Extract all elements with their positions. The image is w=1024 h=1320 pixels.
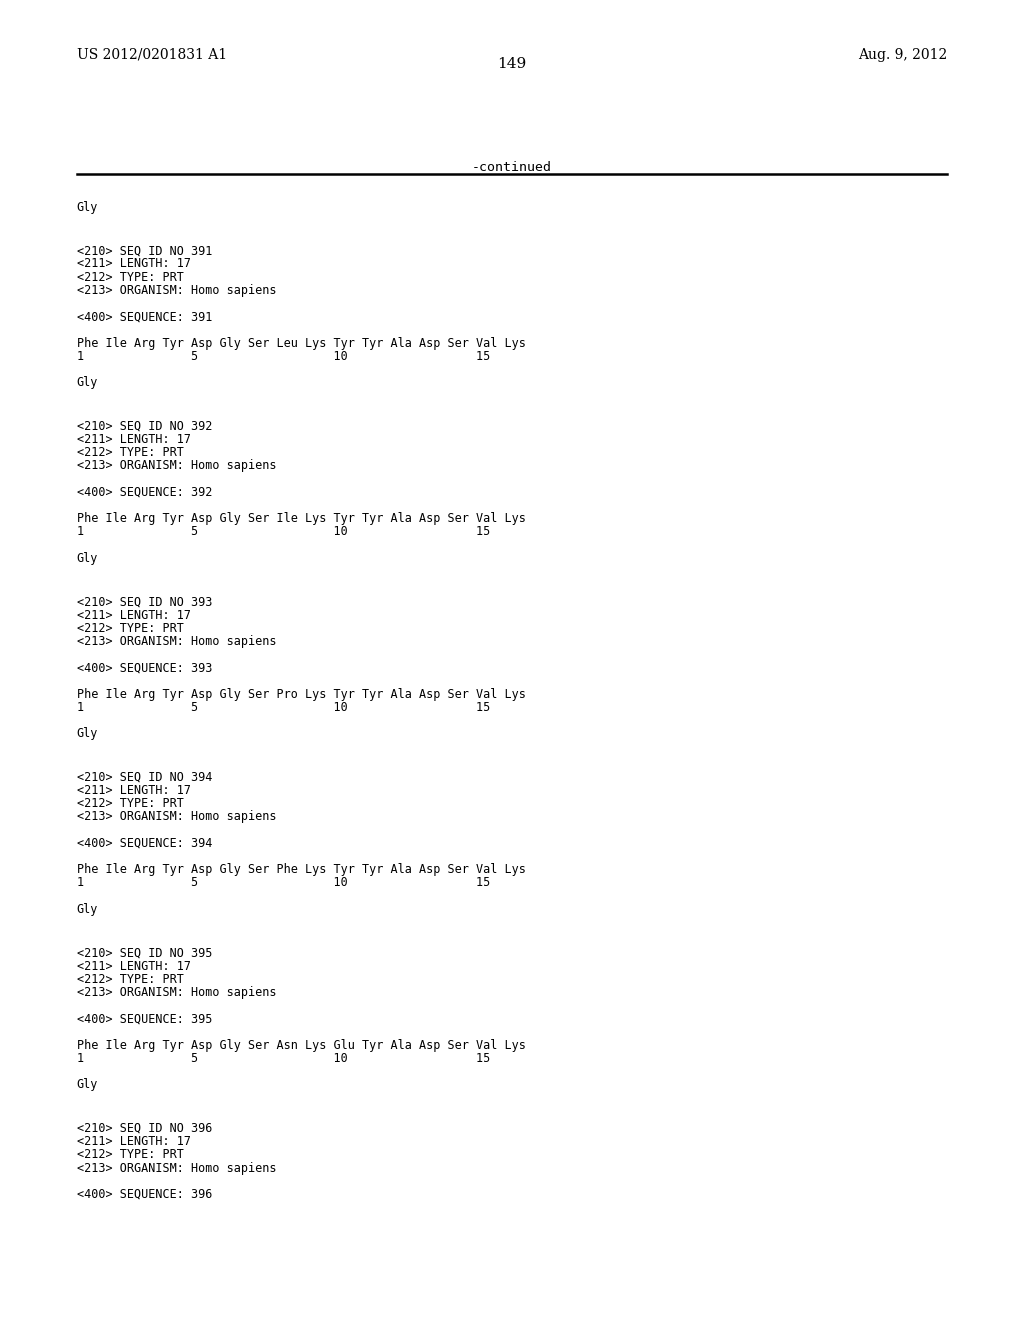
Text: <400> SEQUENCE: 395: <400> SEQUENCE: 395 [77, 1012, 212, 1026]
Text: <212> TYPE: PRT: <212> TYPE: PRT [77, 797, 183, 810]
Text: 1               5                   10                  15: 1 5 10 15 [77, 876, 490, 890]
Text: Gly: Gly [77, 727, 98, 741]
Text: <213> ORGANISM: Homo sapiens: <213> ORGANISM: Homo sapiens [77, 1162, 276, 1175]
Text: <210> SEQ ID NO 393: <210> SEQ ID NO 393 [77, 595, 212, 609]
Text: <400> SEQUENCE: 394: <400> SEQUENCE: 394 [77, 837, 212, 850]
Text: Gly: Gly [77, 903, 98, 916]
Text: 1               5                   10                  15: 1 5 10 15 [77, 525, 490, 539]
Text: <213> ORGANISM: Homo sapiens: <213> ORGANISM: Homo sapiens [77, 986, 276, 999]
Text: <212> TYPE: PRT: <212> TYPE: PRT [77, 446, 183, 459]
Text: <400> SEQUENCE: 393: <400> SEQUENCE: 393 [77, 661, 212, 675]
Text: Phe Ile Arg Tyr Asp Gly Ser Ile Lys Tyr Tyr Ala Asp Ser Val Lys: Phe Ile Arg Tyr Asp Gly Ser Ile Lys Tyr … [77, 512, 525, 525]
Text: Phe Ile Arg Tyr Asp Gly Ser Asn Lys Glu Tyr Ala Asp Ser Val Lys: Phe Ile Arg Tyr Asp Gly Ser Asn Lys Glu … [77, 1039, 525, 1052]
Text: <400> SEQUENCE: 391: <400> SEQUENCE: 391 [77, 310, 212, 323]
Text: <211> LENGTH: 17: <211> LENGTH: 17 [77, 1135, 190, 1148]
Text: 1               5                   10                  15: 1 5 10 15 [77, 701, 490, 714]
Text: -continued: -continued [472, 161, 552, 174]
Text: <211> LENGTH: 17: <211> LENGTH: 17 [77, 784, 190, 797]
Text: <210> SEQ ID NO 395: <210> SEQ ID NO 395 [77, 946, 212, 960]
Text: Phe Ile Arg Tyr Asp Gly Ser Leu Lys Tyr Tyr Ala Asp Ser Val Lys: Phe Ile Arg Tyr Asp Gly Ser Leu Lys Tyr … [77, 337, 525, 350]
Text: <212> TYPE: PRT: <212> TYPE: PRT [77, 973, 183, 986]
Text: <211> LENGTH: 17: <211> LENGTH: 17 [77, 257, 190, 271]
Text: US 2012/0201831 A1: US 2012/0201831 A1 [77, 48, 227, 62]
Text: <210> SEQ ID NO 394: <210> SEQ ID NO 394 [77, 771, 212, 784]
Text: <213> ORGANISM: Homo sapiens: <213> ORGANISM: Homo sapiens [77, 284, 276, 297]
Text: 1               5                   10                  15: 1 5 10 15 [77, 1052, 490, 1065]
Text: Aug. 9, 2012: Aug. 9, 2012 [858, 48, 947, 62]
Text: <211> LENGTH: 17: <211> LENGTH: 17 [77, 960, 190, 973]
Text: <213> ORGANISM: Homo sapiens: <213> ORGANISM: Homo sapiens [77, 635, 276, 648]
Text: Gly: Gly [77, 1078, 98, 1092]
Text: <211> LENGTH: 17: <211> LENGTH: 17 [77, 433, 190, 446]
Text: <212> TYPE: PRT: <212> TYPE: PRT [77, 1148, 183, 1162]
Text: 149: 149 [498, 57, 526, 71]
Text: <210> SEQ ID NO 391: <210> SEQ ID NO 391 [77, 244, 212, 257]
Text: <213> ORGANISM: Homo sapiens: <213> ORGANISM: Homo sapiens [77, 459, 276, 473]
Text: Phe Ile Arg Tyr Asp Gly Ser Phe Lys Tyr Tyr Ala Asp Ser Val Lys: Phe Ile Arg Tyr Asp Gly Ser Phe Lys Tyr … [77, 863, 525, 876]
Text: <212> TYPE: PRT: <212> TYPE: PRT [77, 271, 183, 284]
Text: 1               5                   10                  15: 1 5 10 15 [77, 350, 490, 363]
Text: Gly: Gly [77, 376, 98, 389]
Text: <213> ORGANISM: Homo sapiens: <213> ORGANISM: Homo sapiens [77, 810, 276, 824]
Text: <400> SEQUENCE: 396: <400> SEQUENCE: 396 [77, 1188, 212, 1201]
Text: Gly: Gly [77, 201, 98, 214]
Text: <211> LENGTH: 17: <211> LENGTH: 17 [77, 609, 190, 622]
Text: Phe Ile Arg Tyr Asp Gly Ser Pro Lys Tyr Tyr Ala Asp Ser Val Lys: Phe Ile Arg Tyr Asp Gly Ser Pro Lys Tyr … [77, 688, 525, 701]
Text: <210> SEQ ID NO 392: <210> SEQ ID NO 392 [77, 420, 212, 433]
Text: <212> TYPE: PRT: <212> TYPE: PRT [77, 622, 183, 635]
Text: Gly: Gly [77, 552, 98, 565]
Text: <210> SEQ ID NO 396: <210> SEQ ID NO 396 [77, 1122, 212, 1135]
Text: <400> SEQUENCE: 392: <400> SEQUENCE: 392 [77, 486, 212, 499]
